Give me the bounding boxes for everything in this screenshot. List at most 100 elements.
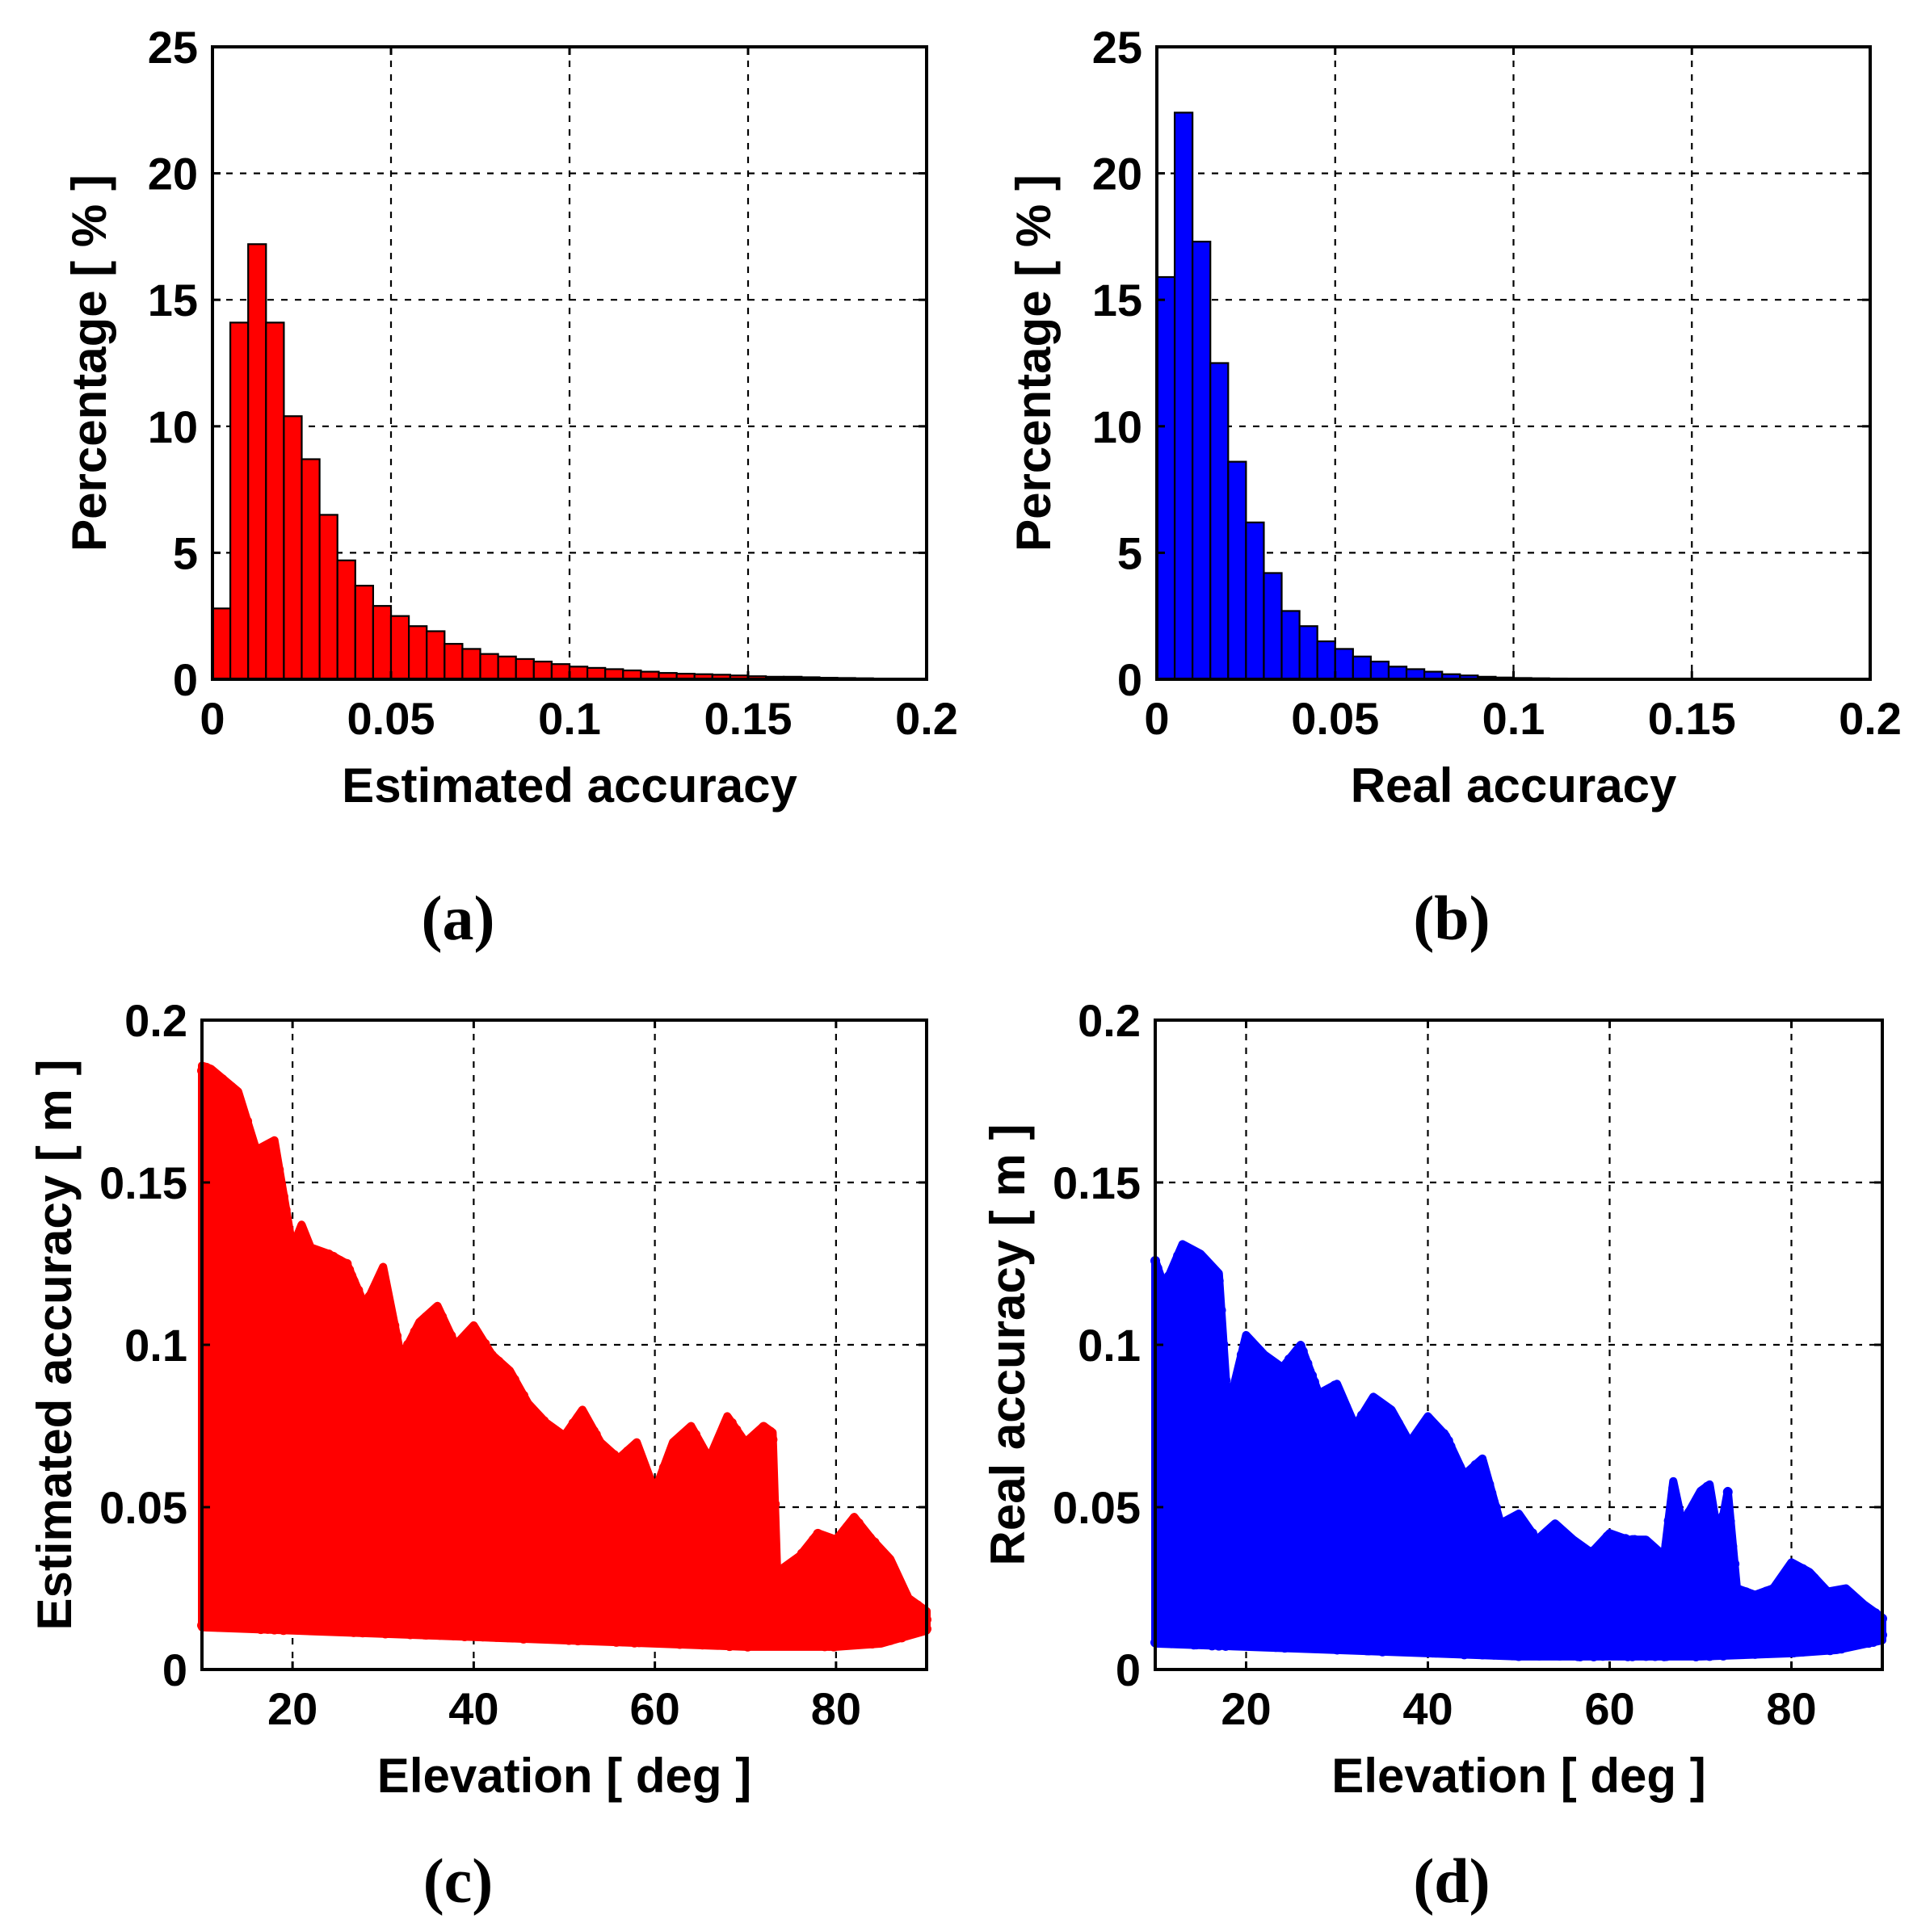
scatter-point bbox=[1154, 1271, 1165, 1282]
scatter-point bbox=[362, 1300, 372, 1310]
ticks bbox=[1155, 45, 1872, 681]
scatter-point bbox=[392, 1330, 402, 1341]
y-tick-label: 0.05 bbox=[99, 1482, 187, 1533]
scatter-point bbox=[1498, 1526, 1508, 1536]
scatter-point bbox=[1213, 1275, 1224, 1286]
bar bbox=[444, 643, 464, 681]
bar bbox=[1298, 625, 1318, 681]
scatter-point bbox=[887, 1561, 898, 1572]
panel-label-d: (d) bbox=[1413, 1846, 1490, 1916]
y-tick-label: 15 bbox=[148, 275, 198, 326]
scatter-point bbox=[407, 1338, 418, 1348]
x-tick-label: 80 bbox=[811, 1683, 861, 1734]
scatter-point bbox=[1671, 1493, 1681, 1503]
x-axis-label: Estimated accuracy bbox=[342, 758, 797, 813]
scatter-point bbox=[770, 1499, 780, 1510]
scatter-point bbox=[759, 1422, 769, 1432]
scatter-point bbox=[835, 1538, 846, 1548]
scatter-point bbox=[378, 1269, 389, 1279]
scatter-point bbox=[288, 1247, 298, 1258]
scatter-point bbox=[238, 1107, 248, 1117]
x-tick-label: 0 bbox=[1144, 693, 1169, 744]
y-axis-label: Estimated accuracy [ m ] bbox=[27, 1060, 82, 1631]
bar bbox=[318, 514, 338, 681]
scatter-point bbox=[840, 1530, 851, 1540]
scatter-point bbox=[1490, 1502, 1501, 1513]
scatter-point bbox=[353, 1285, 364, 1296]
bar bbox=[1155, 275, 1176, 681]
scatter-point bbox=[1232, 1375, 1242, 1385]
scatter-point bbox=[901, 1590, 911, 1600]
scatter-point bbox=[471, 1326, 481, 1337]
scatter-point bbox=[1663, 1515, 1674, 1526]
y-tick-label: 20 bbox=[148, 149, 198, 200]
scatter-point bbox=[767, 1434, 778, 1445]
y-axis-label: Real accuracy [ m ] bbox=[981, 1124, 1035, 1566]
scatter-point bbox=[869, 1537, 880, 1548]
scatter-point bbox=[1713, 1542, 1724, 1552]
scatter-point bbox=[1856, 1599, 1867, 1610]
scatter-point bbox=[412, 1329, 423, 1340]
scatter-point bbox=[1668, 1482, 1679, 1493]
scatter-point bbox=[217, 1074, 228, 1085]
bars bbox=[211, 243, 874, 681]
bar bbox=[1263, 572, 1283, 681]
bar bbox=[372, 605, 393, 681]
scatter-point bbox=[1302, 1359, 1313, 1369]
bar bbox=[532, 660, 553, 681]
scatter-point bbox=[1309, 1377, 1319, 1388]
x-tick-label: 20 bbox=[1221, 1683, 1271, 1734]
scatter-point bbox=[1364, 1407, 1374, 1418]
scatter-point bbox=[1691, 1502, 1701, 1512]
ticks bbox=[211, 45, 928, 681]
x-tick-label: 0.2 bbox=[1839, 693, 1902, 744]
scatter-point bbox=[1709, 1516, 1719, 1527]
y-tick-label: 0.2 bbox=[1078, 995, 1141, 1046]
scatter-point bbox=[1725, 1516, 1735, 1527]
scatter-point bbox=[1722, 1487, 1733, 1497]
x-axis-label: Elevation [ deg ] bbox=[377, 1749, 751, 1803]
y-tick-label: 10 bbox=[1092, 401, 1142, 452]
panel-label-a: (a) bbox=[422, 883, 495, 953]
scatter-point bbox=[1659, 1552, 1669, 1563]
scatter-point bbox=[1218, 1339, 1229, 1350]
y-tick-label: 0.1 bbox=[1078, 1320, 1141, 1371]
scatter-point bbox=[652, 1486, 662, 1497]
bar bbox=[461, 648, 481, 681]
y-tick-label: 0.2 bbox=[124, 995, 187, 1046]
scatter-point bbox=[720, 1425, 730, 1435]
ticks bbox=[1155, 1018, 1882, 1671]
x-tick-label: 0.2 bbox=[895, 693, 958, 744]
bar bbox=[426, 630, 446, 681]
y-tick-label: 0 bbox=[1117, 654, 1142, 705]
scatter-point bbox=[1297, 1346, 1308, 1357]
scatter-point bbox=[539, 1416, 549, 1426]
scatter-point bbox=[446, 1330, 456, 1341]
y-tick-label: 5 bbox=[1117, 527, 1142, 578]
bar bbox=[479, 653, 499, 681]
scatter-point bbox=[276, 1179, 287, 1190]
bar bbox=[1227, 460, 1247, 681]
y-tick-label: 10 bbox=[148, 401, 198, 452]
scatter-point bbox=[1225, 1401, 1235, 1411]
scatter-point bbox=[1797, 1564, 1808, 1574]
ticks bbox=[202, 1018, 927, 1671]
scatter-point bbox=[663, 1455, 674, 1466]
scatter-point bbox=[244, 1128, 254, 1138]
x-tick-label: 0 bbox=[200, 693, 225, 744]
panel-b: 0 0.05 0.1 0.15 0.2 0 5 10 15 20 25 Real accuracy Pe… bbox=[1007, 22, 1902, 813]
scatter-point bbox=[1675, 1510, 1685, 1521]
y-tick-label: 0.05 bbox=[1053, 1482, 1141, 1533]
y-axis-label: Percentage [ % ] bbox=[62, 174, 116, 552]
scatter-point bbox=[1705, 1488, 1715, 1498]
x-tick-label: 0.05 bbox=[1291, 693, 1379, 744]
scatter-point bbox=[1730, 1559, 1740, 1569]
y-tick-label: 5 bbox=[173, 527, 198, 578]
scatter-point bbox=[1159, 1290, 1170, 1300]
scatter-point bbox=[271, 1157, 282, 1167]
scatter-point bbox=[616, 1460, 626, 1471]
scatter-point bbox=[734, 1430, 744, 1440]
scatter-point bbox=[242, 1116, 253, 1127]
scatter-point bbox=[480, 1338, 490, 1349]
